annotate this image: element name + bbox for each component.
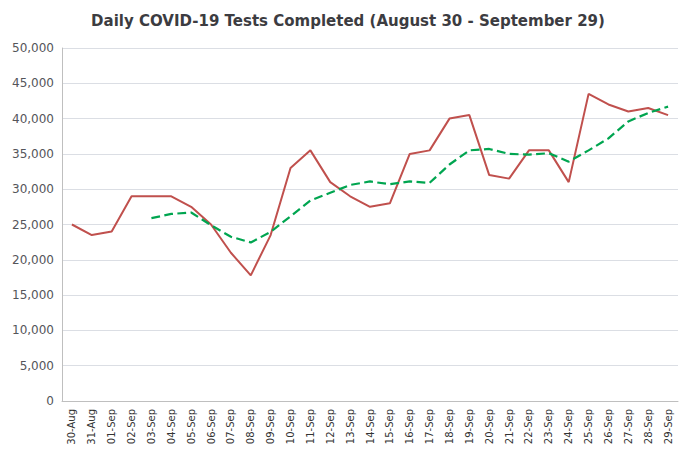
svg-text:04-Sep: 04-Sep [166, 409, 177, 444]
svg-text:5,000: 5,000 [20, 359, 54, 373]
svg-text:01-Sep: 01-Sep [106, 409, 117, 444]
svg-text:29-Sep: 29-Sep [663, 409, 674, 444]
svg-text:09-Sep: 09-Sep [265, 409, 276, 444]
svg-text:45,000: 45,000 [12, 76, 54, 90]
svg-text:16-Sep: 16-Sep [404, 409, 415, 444]
svg-text:03-Sep: 03-Sep [146, 409, 157, 444]
svg-text:21-Sep: 21-Sep [504, 409, 515, 444]
svg-text:22-Sep: 22-Sep [523, 409, 534, 444]
svg-text:19-Sep: 19-Sep [464, 409, 475, 444]
svg-text:10,000: 10,000 [12, 323, 54, 337]
svg-text:31-Aug: 31-Aug [86, 409, 97, 445]
svg-text:17-Sep: 17-Sep [424, 409, 435, 444]
svg-text:10-Sep: 10-Sep [285, 409, 296, 444]
svg-text:14-Sep: 14-Sep [365, 409, 376, 444]
svg-text:40,000: 40,000 [12, 112, 54, 126]
svg-text:11-Sep: 11-Sep [305, 409, 316, 444]
svg-text:0: 0 [46, 394, 54, 408]
svg-text:07-Sep: 07-Sep [225, 409, 236, 444]
svg-text:13-Sep: 13-Sep [345, 409, 356, 444]
svg-text:27-Sep: 27-Sep [623, 409, 634, 444]
svg-text:15-Sep: 15-Sep [384, 409, 395, 444]
svg-text:23-Sep: 23-Sep [543, 409, 554, 444]
svg-text:25-Sep: 25-Sep [583, 409, 594, 444]
svg-text:24-Sep: 24-Sep [563, 409, 574, 444]
svg-text:20-Sep: 20-Sep [484, 409, 495, 444]
svg-text:20,000: 20,000 [12, 253, 54, 267]
svg-text:06-Sep: 06-Sep [206, 409, 217, 444]
svg-text:28-Sep: 28-Sep [643, 409, 654, 444]
svg-text:02-Sep: 02-Sep [126, 409, 137, 444]
svg-text:18-Sep: 18-Sep [444, 409, 455, 444]
svg-text:25,000: 25,000 [12, 218, 54, 232]
svg-text:08-Sep: 08-Sep [245, 409, 256, 444]
svg-text:35,000: 35,000 [12, 147, 54, 161]
svg-text:50,000: 50,000 [12, 41, 54, 55]
svg-text:05-Sep: 05-Sep [186, 409, 197, 444]
svg-text:30,000: 30,000 [12, 182, 54, 196]
svg-text:12-Sep: 12-Sep [325, 409, 336, 444]
svg-text:26-Sep: 26-Sep [603, 409, 614, 444]
svg-text:15,000: 15,000 [12, 288, 54, 302]
svg-text:Daily COVID-19 Tests Completed: Daily COVID-19 Tests Completed (August 3… [91, 12, 605, 30]
svg-text:30-Aug: 30-Aug [66, 409, 77, 445]
